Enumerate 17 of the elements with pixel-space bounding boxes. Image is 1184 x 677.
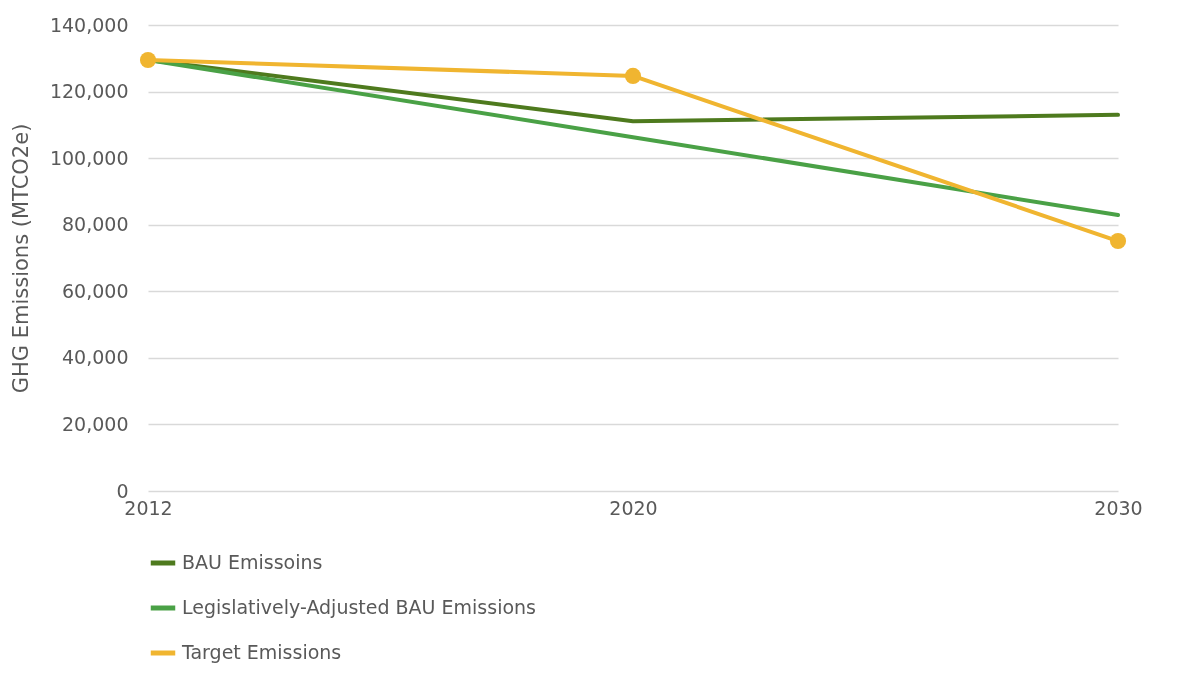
point bbox=[624, 67, 642, 84]
y-tick-label: 0 bbox=[116, 479, 129, 502]
point bbox=[1109, 232, 1127, 250]
point bbox=[139, 51, 157, 68]
legend-label: Legislatively-Adjusted BAU Emissions bbox=[182, 596, 536, 618]
legend-label: BAU Emissoins bbox=[182, 551, 323, 573]
legend-label: Target Emissions bbox=[181, 641, 342, 663]
y-tick-label: 120,000 bbox=[49, 80, 129, 103]
y-tick-label: 20,000 bbox=[62, 412, 129, 435]
y-axis-title: GHG Emissions (MTCO2e) bbox=[8, 123, 33, 394]
x-tick-label: 2030 bbox=[1094, 496, 1143, 519]
x-tick-label: 2020 bbox=[609, 496, 658, 519]
y-tick-label: 100,000 bbox=[49, 146, 129, 169]
y-tick-label: 40,000 bbox=[62, 346, 129, 369]
y-tick-label: 80,000 bbox=[62, 213, 129, 236]
y-tick-label: 60,000 bbox=[62, 279, 129, 302]
y-tick-label: 140,000 bbox=[49, 13, 129, 36]
